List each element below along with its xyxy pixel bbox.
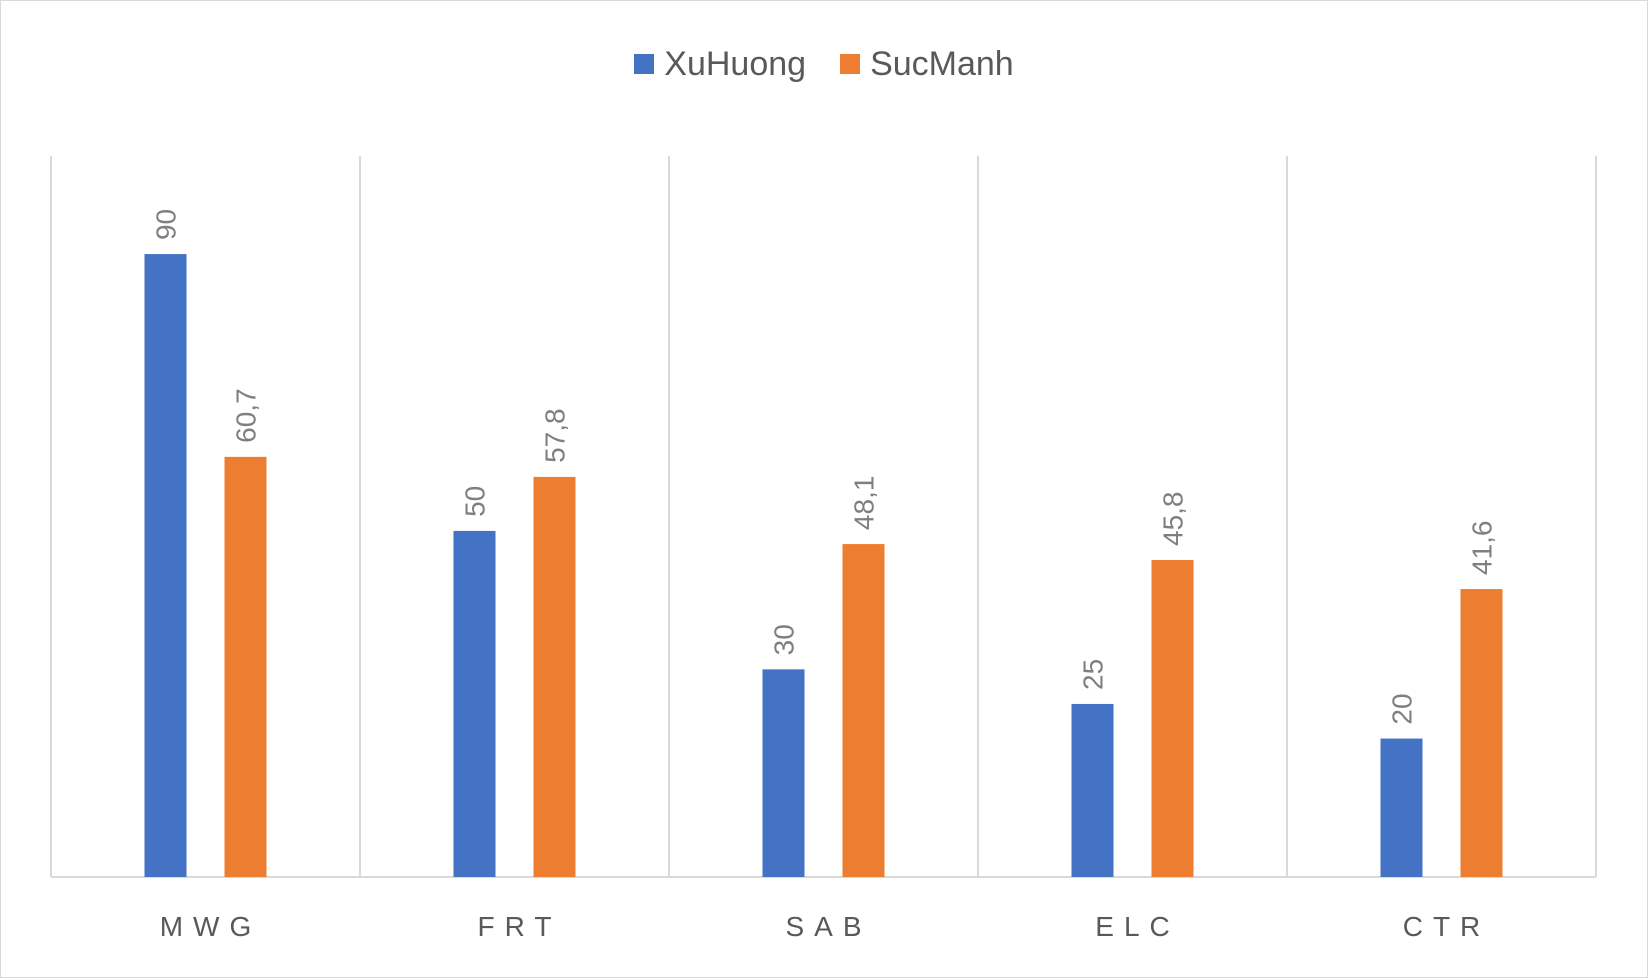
category-label-elc: ELC xyxy=(1095,911,1179,942)
bar-xuhuong-frt xyxy=(453,530,496,877)
bar-xuhuong-elc xyxy=(1071,703,1114,877)
category-label-ctr: CTR xyxy=(1403,911,1491,942)
category-label-mwg: MWG xyxy=(160,911,262,942)
data-label-sucmanh-sab: 48,1 xyxy=(849,476,880,531)
bar-sucmanh-sab xyxy=(842,544,885,877)
bar-sucmanh-ctr xyxy=(1460,589,1503,877)
bar-xuhuong-sab xyxy=(762,669,805,877)
legend-swatch-xuhuong xyxy=(634,54,655,74)
category-label-frt: FRT xyxy=(478,911,562,942)
legend-swatch-sucmanh xyxy=(840,54,861,74)
data-label-sucmanh-ctr: 41,6 xyxy=(1467,521,1498,576)
chart-legend: XuHuong SucManh xyxy=(0,42,1648,86)
bar-sucmanh-elc xyxy=(1151,559,1194,877)
bar-xuhuong-mwg xyxy=(144,254,187,877)
legend-item-xuhuong: XuHuong xyxy=(634,45,806,84)
legend-label-sucmanh: SucManh xyxy=(870,44,1014,83)
data-label-xuhuong-frt: 50 xyxy=(460,486,491,517)
data-label-sucmanh-mwg: 60,7 xyxy=(231,388,262,443)
data-label-xuhuong-mwg: 90 xyxy=(151,209,182,240)
legend-label-xuhuong: XuHuong xyxy=(664,44,807,83)
bar-sucmanh-mwg xyxy=(224,456,267,877)
data-label-xuhuong-sab: 30 xyxy=(769,624,800,655)
data-label-sucmanh-frt: 57,8 xyxy=(540,408,571,463)
legend-item-sucmanh: SucManh xyxy=(840,45,1014,84)
data-label-xuhuong-elc: 25 xyxy=(1078,659,1109,690)
data-label-sucmanh-elc: 45,8 xyxy=(1158,491,1189,546)
category-label-sab: SAB xyxy=(785,911,871,942)
bar-xuhuong-ctr xyxy=(1380,738,1423,877)
bar-sucmanh-frt xyxy=(533,476,576,877)
data-label-xuhuong-ctr: 20 xyxy=(1387,693,1418,724)
